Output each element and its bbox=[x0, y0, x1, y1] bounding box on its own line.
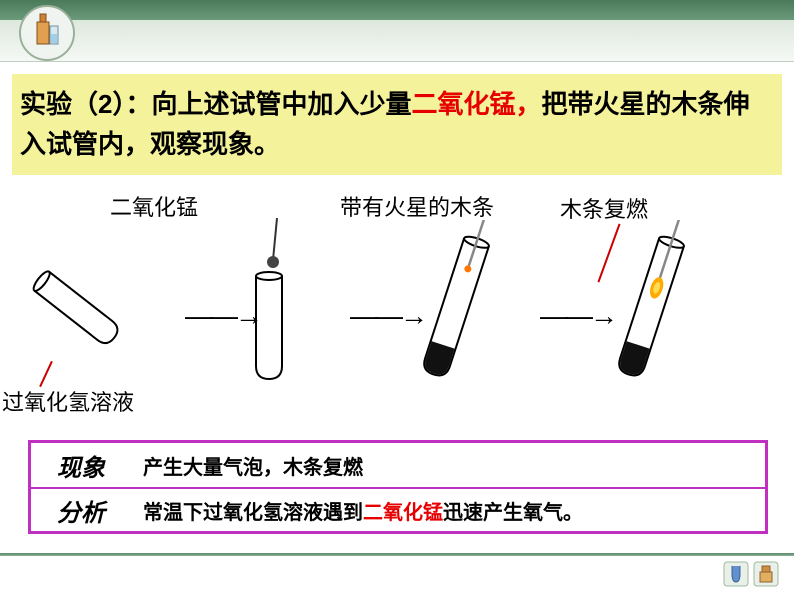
table-row: 分析 常温下过氧化氢溶液遇到二氧化锰迅速产生氧气。 bbox=[31, 487, 765, 531]
flask-icon bbox=[18, 4, 76, 62]
header-bar bbox=[0, 0, 794, 20]
title-prefix: 实验（2）：向上述试管中加入少量 bbox=[20, 89, 411, 119]
label-mno2: 二氧化锰 bbox=[110, 190, 198, 222]
arrow-3: ——→ bbox=[540, 300, 615, 332]
table-row: 现象 产生大量气泡，木条复燃 bbox=[31, 443, 765, 487]
tube-1 bbox=[10, 250, 160, 380]
result-table: 现象 产生大量气泡，木条复燃 分析 常温下过氧化氢溶液遇到二氧化锰迅速产生氧气。 bbox=[28, 440, 768, 534]
arrow-2: ——→ bbox=[350, 300, 425, 332]
experiment-title: 实验（2）：向上述试管中加入少量二氧化锰，把带火星的木条伸入试管内，观察现象。 bbox=[12, 74, 782, 175]
footer-nav-icons[interactable] bbox=[722, 560, 782, 588]
row-text-phenomenon: 产生大量气泡，木条复燃 bbox=[131, 451, 765, 480]
header-gradient bbox=[0, 20, 794, 62]
arrow-1: ——→ bbox=[185, 300, 260, 332]
diagram-area: 二氧化锰 带有火星的木条 木条复燃 过氧化氢溶液 bbox=[0, 190, 794, 420]
label-spark-splint: 带有火星的木条 bbox=[340, 190, 494, 222]
footer-line bbox=[0, 553, 794, 556]
label-h2o2: 过氧化氢溶液 bbox=[2, 385, 134, 417]
row-text-analysis: 常温下过氧化氢溶液遇到二氧化锰迅速产生氧气。 bbox=[131, 496, 765, 525]
row-label-phenomenon: 现象 bbox=[31, 448, 131, 483]
row-label-analysis: 分析 bbox=[31, 493, 131, 528]
title-highlight: 二氧化锰， bbox=[411, 89, 541, 119]
